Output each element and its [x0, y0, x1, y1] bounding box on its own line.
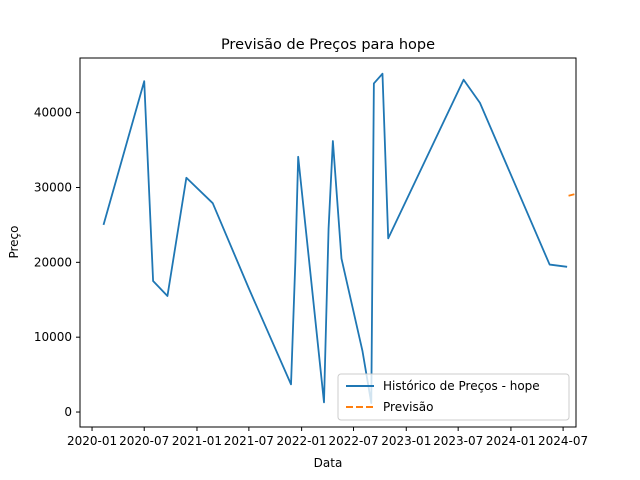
- x-tick-label: 2020-07: [119, 434, 169, 448]
- y-tick-label: 10000: [34, 330, 72, 344]
- x-tick-label: 2020-01: [67, 434, 117, 448]
- x-tick-label: 2022-01: [277, 434, 327, 448]
- x-tick-label: 2023-07: [433, 434, 483, 448]
- y-tick-label: 40000: [34, 106, 72, 120]
- y-axis-ticks: 0 10000 20000 30000 40000: [34, 106, 80, 419]
- y-axis-label: Preço: [7, 225, 21, 258]
- chart-title: Previsão de Preços para hope: [221, 37, 435, 53]
- history-series-line: [102, 72, 568, 404]
- y-tick-label: 20000: [34, 255, 72, 269]
- plot-frame: [79, 57, 577, 428]
- forecast-series-line: [568, 193, 575, 197]
- legend-box: [337, 373, 570, 421]
- x-tick-label: 2023-01: [381, 434, 431, 448]
- x-tick-label: 2024-07: [538, 434, 588, 448]
- x-axis-ticks: 2020-01 2020-07 2021-01 2021-07 2022-01 2022-…: [67, 427, 588, 448]
- legend-label-history: Histórico de Preços - hope: [383, 379, 540, 393]
- x-tick-label: 2021-01: [172, 434, 222, 448]
- x-tick-label: 2021-07: [224, 434, 274, 448]
- y-tick-label: 0: [64, 405, 72, 419]
- series-layer: [102, 72, 575, 404]
- chart-legend: Histórico de Preços - hope Previsão: [337, 373, 570, 421]
- x-axis-label: Data: [314, 456, 343, 470]
- y-tick-label: 30000: [34, 180, 72, 194]
- x-tick-label: 2024-01: [486, 434, 536, 448]
- x-tick-label: 2022-07: [328, 434, 378, 448]
- legend-label-forecast: Previsão: [383, 400, 433, 414]
